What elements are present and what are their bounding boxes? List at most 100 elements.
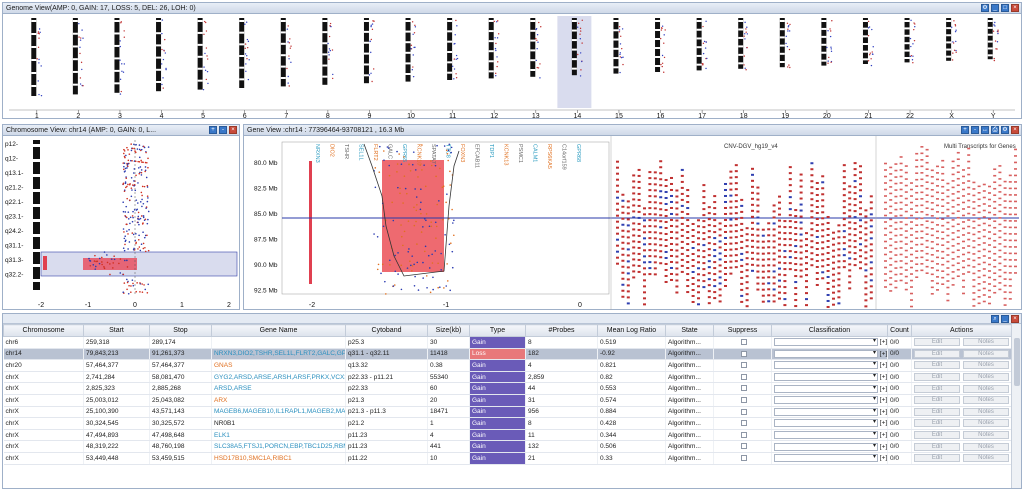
settings-icon[interactable]: ⚙	[981, 4, 989, 12]
cell-suppress[interactable]	[713, 417, 772, 430]
close-icon[interactable]: ×	[1011, 315, 1019, 323]
notes-button[interactable]: Notes	[963, 407, 1009, 416]
table-row[interactable]: chrX 48,319,222 48,760,198 SLC38A5,FTSJ1,PO…	[3, 440, 1012, 453]
add-classification-button[interactable]: [+]	[878, 431, 888, 439]
cell-gene-name[interactable]: ARX	[211, 394, 346, 407]
cell-suppress[interactable]	[713, 429, 772, 442]
edit-button[interactable]: Edit	[914, 338, 960, 347]
add-classification-button[interactable]: [+]	[878, 339, 888, 347]
cell-classification[interactable]: [+]	[771, 406, 888, 419]
table-row[interactable]: chrX 2,741,284 58,081,470 GYG2,ARSD,ARSE,AR…	[3, 371, 1012, 384]
close-icon[interactable]: ×	[1011, 126, 1019, 134]
column-header-stop[interactable]: Stop	[149, 324, 212, 337]
cell-suppress[interactable]	[713, 406, 772, 419]
cell-classification[interactable]: [+]	[771, 429, 888, 442]
table-row[interactable]: chr6 259,318 289,174 p25.3 30 Gain 8 0.519 Algor…	[3, 336, 1012, 349]
edit-button[interactable]: Edit	[914, 431, 960, 440]
classification-dropdown[interactable]	[774, 337, 878, 347]
cell-classification[interactable]: [+]	[771, 348, 888, 361]
cell-gene-name[interactable]: NR0B1	[211, 417, 346, 430]
table-row[interactable]: chrX 2,825,323 2,885,268 ARSD,ARSE p22.33 60 G…	[3, 382, 1012, 395]
minimize-icon[interactable]: _	[991, 4, 999, 12]
suppress-checkbox[interactable]	[740, 350, 747, 357]
classification-dropdown[interactable]	[774, 384, 878, 393]
edit-button[interactable]: Edit	[914, 373, 960, 382]
chromosome-plot-svg[interactable]: p12-q12-q13.1-q21.2-q22.1-q23.1-q24.2-q3…	[3, 136, 239, 310]
cell-classification[interactable]: [+]	[771, 440, 888, 453]
notes-button[interactable]: Notes	[963, 431, 1009, 440]
edit-button[interactable]: Edit	[914, 454, 960, 463]
cell-classification[interactable]: [+]	[771, 359, 888, 372]
add-classification-button[interactable]: [+]	[878, 373, 888, 381]
add-classification-button[interactable]: [+]	[878, 350, 888, 358]
add-classification-button[interactable]: [+]	[878, 408, 888, 416]
edit-button[interactable]: Edit	[914, 419, 960, 428]
cell-gene-name[interactable]: SLC38A5,FTSJ1,PORCN,EBP,TBC1D25,RBM3,W	[211, 440, 346, 453]
column-header-gene-name[interactable]: Gene Name	[211, 324, 346, 337]
suppress-checkbox[interactable]	[740, 362, 747, 369]
column-header-chromosome[interactable]: Chromosome	[3, 324, 84, 337]
cell-suppress[interactable]	[713, 452, 772, 465]
column-header-classification[interactable]: Classification	[771, 324, 888, 337]
notes-button[interactable]: Notes	[963, 396, 1009, 405]
cell-suppress[interactable]	[713, 359, 772, 372]
edit-button[interactable]: Edit	[914, 442, 960, 451]
notes-button[interactable]: Notes	[963, 454, 1009, 463]
column-header-state[interactable]: State	[665, 324, 714, 337]
column-header-count[interactable]: Count	[887, 324, 912, 337]
close-icon[interactable]: ×	[229, 126, 237, 134]
column-header-cytoband[interactable]: Cytoband	[345, 324, 428, 337]
cell-suppress[interactable]	[713, 394, 772, 407]
edit-button[interactable]: Edit	[914, 396, 960, 405]
cell-gene-name[interactable]: ARSD,ARSE	[211, 382, 346, 395]
edit-button[interactable]: Edit	[914, 407, 960, 416]
cell-suppress[interactable]	[713, 440, 772, 453]
table-row[interactable]: chrX 53,449,448 53,459,515 HSD17B10,SMC1A,R…	[3, 452, 1012, 465]
notes-button[interactable]: Notes	[963, 349, 1009, 358]
column-header-size-kb-[interactable]: Size(kb)	[427, 324, 470, 337]
suppress-checkbox[interactable]	[740, 408, 747, 415]
zoom-out-icon[interactable]: -	[219, 126, 227, 134]
cell-classification[interactable]: [+]	[771, 452, 888, 465]
classification-dropdown[interactable]	[774, 407, 878, 416]
suppress-checkbox[interactable]	[740, 373, 747, 380]
add-classification-button[interactable]: [+]	[878, 362, 888, 370]
zoom-in-icon[interactable]: +	[209, 126, 217, 134]
table-row[interactable]: chr20 57,464,377 57,464,377 GNAS q13.32 0.38 G…	[3, 359, 1012, 372]
notes-button[interactable]: Notes	[963, 419, 1009, 428]
notes-button[interactable]: Notes	[963, 373, 1009, 382]
notes-button[interactable]: Notes	[963, 361, 1009, 370]
column-header-mean-log-ratio[interactable]: Mean Log Ratio	[597, 324, 666, 337]
classification-dropdown[interactable]	[774, 442, 878, 451]
classification-dropdown[interactable]	[774, 430, 878, 440]
fit-icon[interactable]: ↔	[981, 126, 989, 134]
column-header-type[interactable]: Type	[469, 324, 526, 337]
cell-gene-name[interactable]: HSD17B10,SMC1A,RIBC1	[211, 452, 346, 465]
cell-classification[interactable]: [+]	[771, 417, 888, 430]
minimize-icon[interactable]: _	[1001, 315, 1009, 323]
close-icon[interactable]: ×	[1011, 4, 1019, 12]
table-row[interactable]: chrX 25,003,012 25,043,082 ARX p21.3 20 Gain 31…	[3, 394, 1012, 407]
classification-dropdown[interactable]	[774, 360, 878, 370]
settings-icon[interactable]: ⚙	[1001, 126, 1009, 134]
genome-plot-svg[interactable]: 1 2 3 4 5 6 7 8 9 10 11 12 13 14 15 16 17 18 19 20 21 22 X Y	[3, 14, 1021, 120]
edit-button[interactable]: Edit	[914, 384, 960, 393]
add-classification-button[interactable]: [+]	[878, 454, 888, 462]
column-header-suppress[interactable]: Suppress	[713, 324, 772, 337]
suppress-checkbox[interactable]	[740, 455, 747, 462]
suppress-checkbox[interactable]	[740, 420, 747, 427]
cell-gene-name[interactable]: GYG2,ARSD,ARSE,ARSH,ARSF,PRKX,VCX3A,STS,	[211, 371, 346, 384]
gene-plot-area[interactable]: 80.0 Mb 82.5 Mb 85.0 Mb 87.5 Mb 90.0 Mb 92.5 …	[244, 136, 1021, 310]
cell-classification[interactable]: [+]	[771, 371, 888, 384]
search-icon[interactable]: ⌕	[991, 315, 999, 323]
cell-classification[interactable]: [+]	[771, 394, 888, 407]
table-row[interactable]: chrX 47,494,893 47,498,648 ELK1 p11.23 4 Gain 1…	[3, 429, 1012, 442]
edit-button[interactable]: Edit	[914, 361, 960, 370]
chromosome-plot-area[interactable]: p12- q12- q13.1- q21.2- q22.1- q23.1- q24.2- q3…	[3, 136, 239, 309]
table-row[interactable]: chr14 79,843,213 91,261,373 NRXN3,DIO2,TSHR…	[3, 348, 1012, 361]
cell-gene-name[interactable]: ELK1	[211, 429, 346, 442]
cell-suppress[interactable]	[713, 371, 772, 384]
suppress-checkbox[interactable]	[740, 443, 747, 450]
add-classification-button[interactable]: [+]	[878, 420, 888, 428]
